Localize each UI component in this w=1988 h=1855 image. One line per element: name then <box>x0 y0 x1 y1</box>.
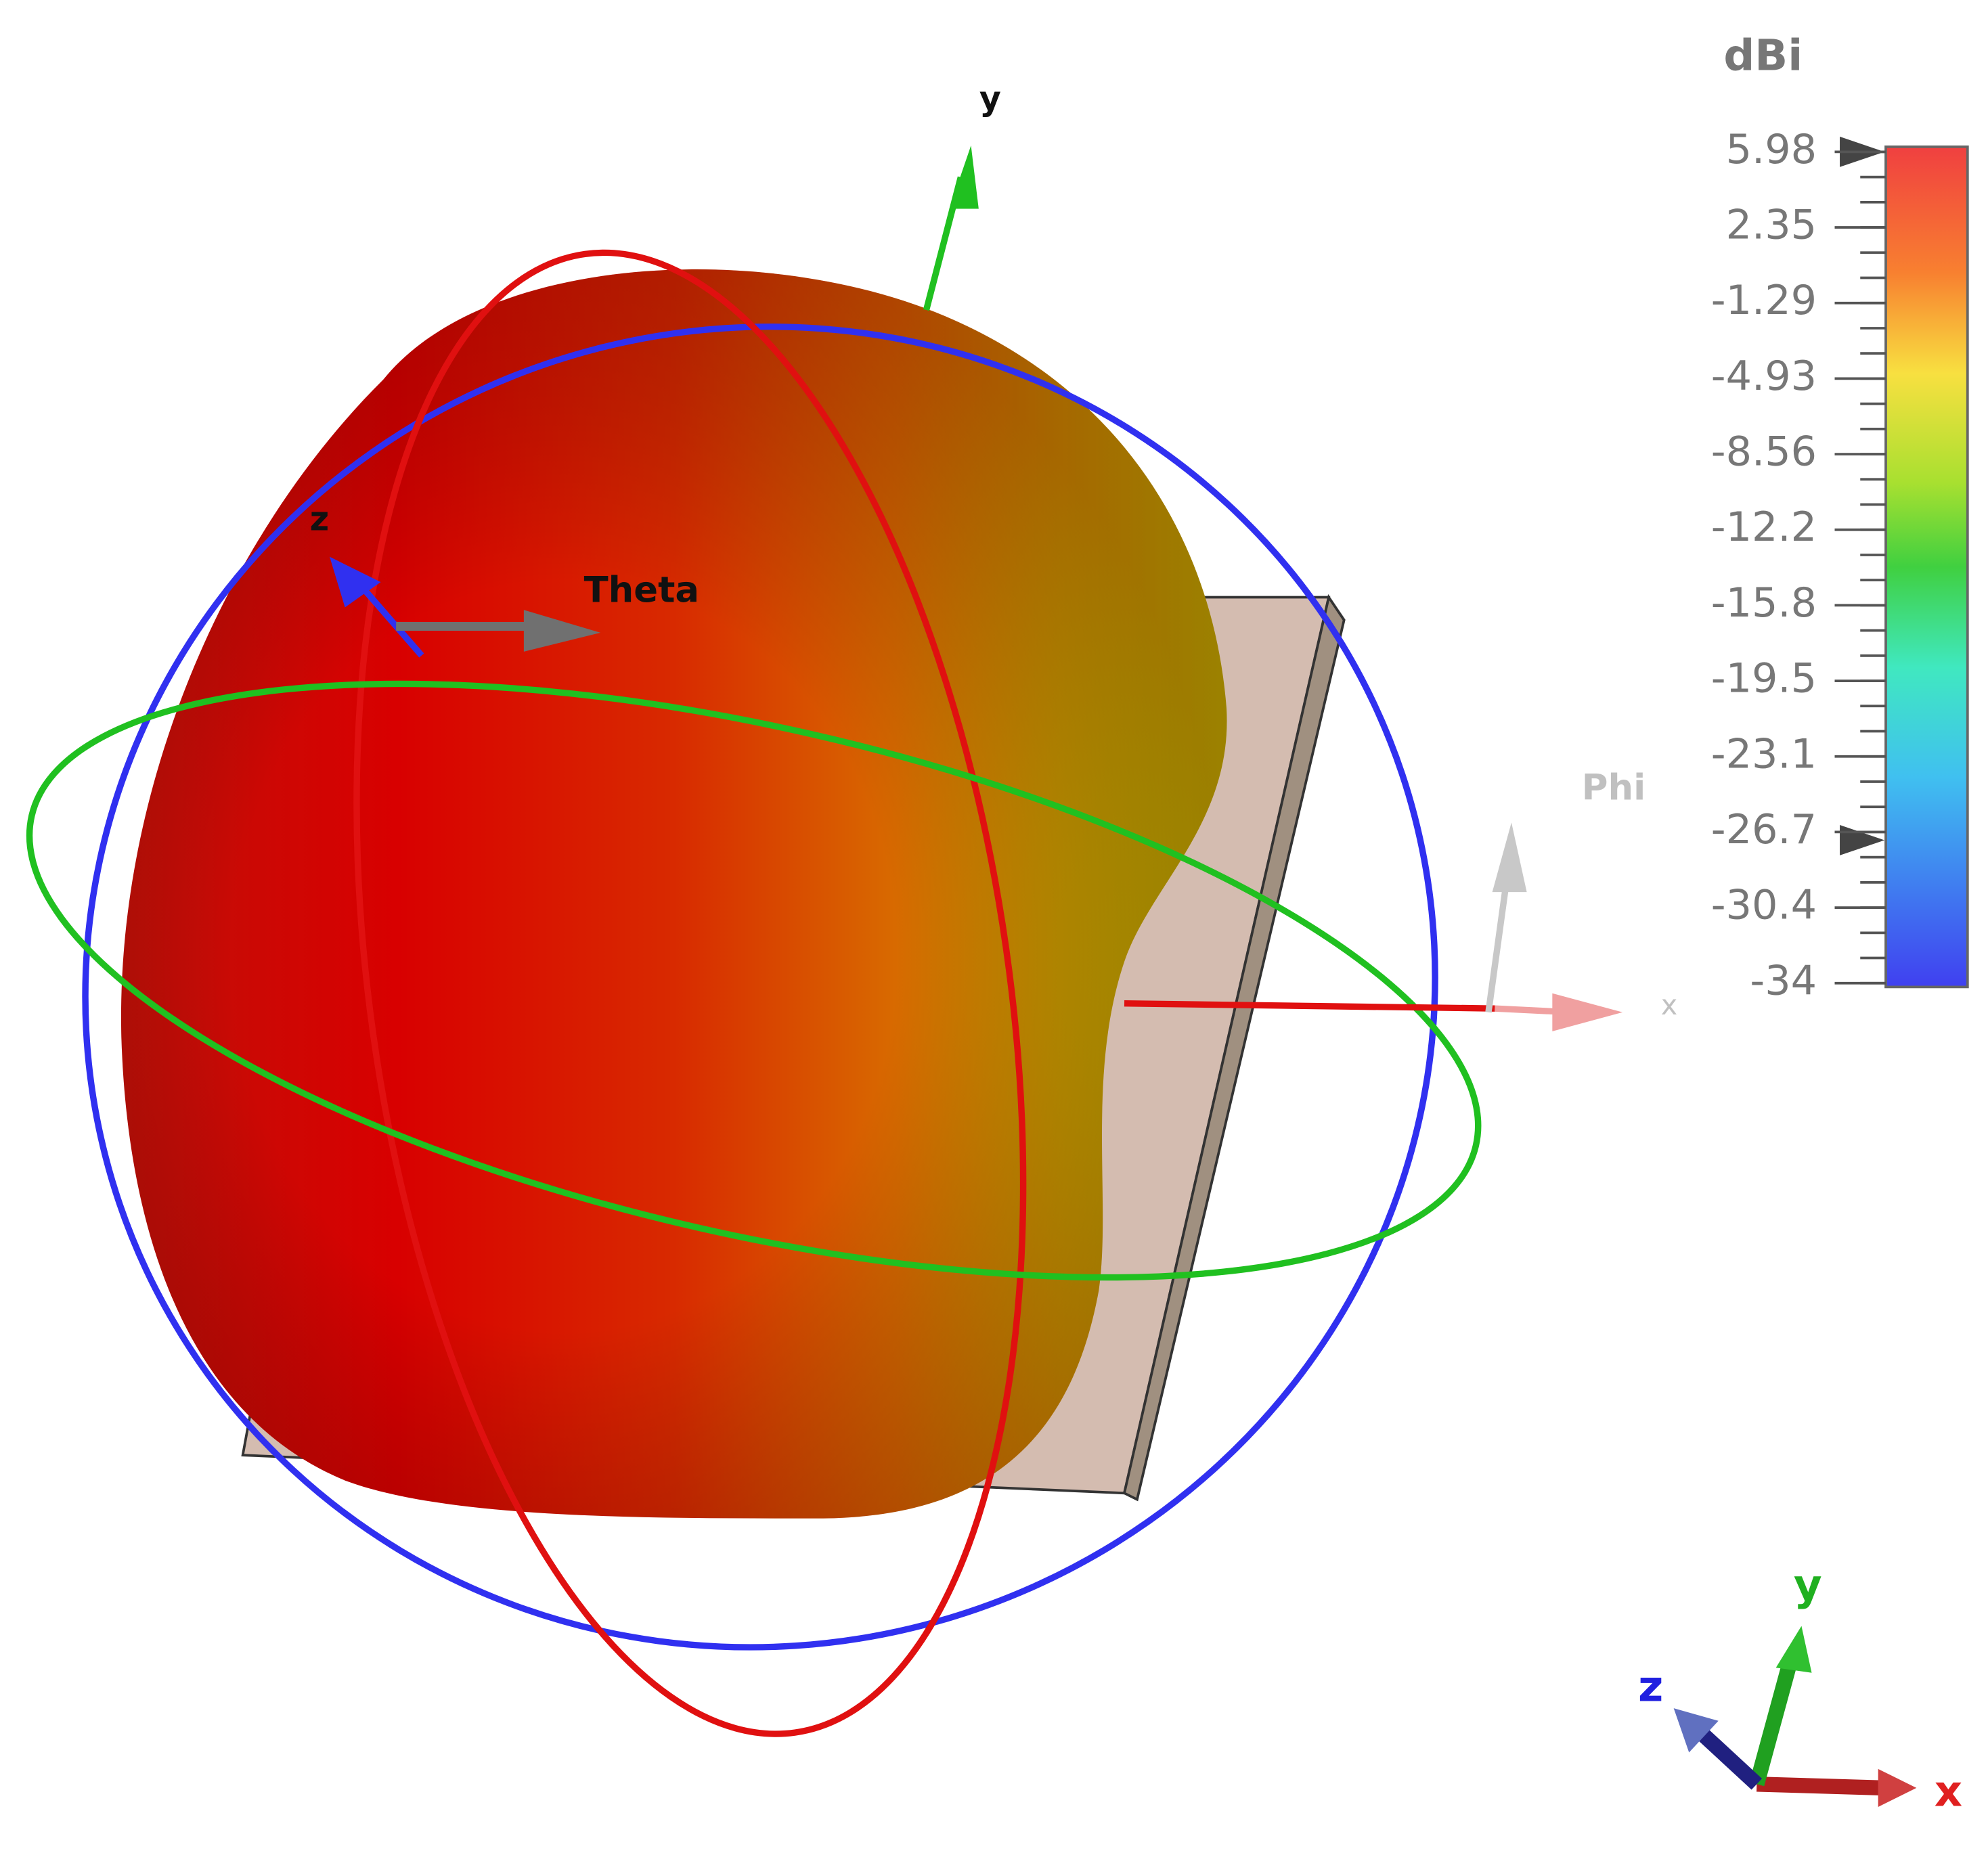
triad-y <box>1749 1655 1799 1787</box>
triad-x-head <box>1878 1768 1917 1807</box>
colorbar-tick-label: -15.8 <box>1711 579 1817 627</box>
x-axis-arrow <box>1124 1000 1495 1012</box>
colorbar-tick-label: -1.29 <box>1711 277 1817 324</box>
colorbar-tick-label: 5.98 <box>1726 126 1817 173</box>
colorbar-tick-label: -34 <box>1750 958 1817 1005</box>
equator-ring <box>26 680 1482 1281</box>
colorbar-tick-label: -4.93 <box>1711 353 1817 400</box>
colorbar-tick-label: -19.5 <box>1711 655 1817 702</box>
colorbar-tick-label: -26.7 <box>1711 806 1817 853</box>
colorbar-tick-label: -8.56 <box>1711 428 1817 476</box>
phi-arrowhead <box>1492 822 1527 893</box>
colorbar-tick-label: -23.1 <box>1711 731 1817 778</box>
pattern-shading <box>120 269 1227 1519</box>
triad-x <box>1757 1776 1885 1796</box>
y-axis-label: y <box>979 80 1001 118</box>
triad-x-label: x <box>1935 1767 1962 1817</box>
x-arrowhead <box>1552 993 1623 1031</box>
colorbar-ticks: 5.98 2.35 -1.29 -4.93 -8.56 -12.2 -15.8 -19.5 -2… <box>1711 126 1886 1004</box>
z-arrowhead <box>329 556 381 608</box>
y-arrowhead <box>949 146 979 209</box>
theta-ring <box>353 249 1027 1737</box>
z-axis-arrow <box>355 580 424 658</box>
phi-ring <box>82 323 1438 1651</box>
triad-z-label: z <box>1638 1662 1663 1712</box>
theta-label: Theta <box>584 570 699 611</box>
phi-arrow <box>1485 872 1511 1013</box>
colorbar-unit: dBi <box>1723 31 1803 81</box>
triad-z <box>1694 1725 1763 1790</box>
x-axis-label: x <box>1661 989 1678 1021</box>
phi-label: Phi <box>1582 767 1645 809</box>
colorbar-marker <box>1840 825 1885 855</box>
triad-z-head <box>1673 1708 1719 1753</box>
colorbar-tick-label: -30.4 <box>1711 882 1817 929</box>
triad-y-label: y <box>1794 1561 1822 1611</box>
colorbar-tick-label: -12.2 <box>1711 504 1817 552</box>
theta-arrowhead <box>523 610 601 652</box>
z-axis-label: z <box>310 499 330 538</box>
colorbar <box>1884 146 1969 989</box>
colorbar-tick-label: 2.35 <box>1726 202 1817 249</box>
triad-y-head <box>1775 1626 1812 1673</box>
